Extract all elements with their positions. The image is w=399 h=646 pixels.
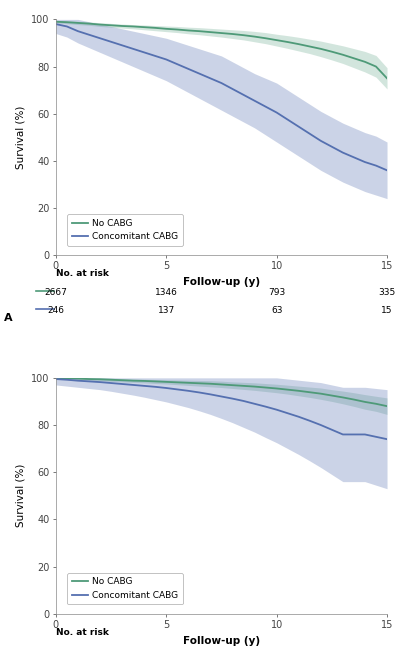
Text: 1346: 1346 xyxy=(155,287,178,297)
Text: No. at risk: No. at risk xyxy=(56,269,109,278)
Text: 246: 246 xyxy=(47,306,64,315)
Y-axis label: Survival (%): Survival (%) xyxy=(16,464,26,528)
Text: 793: 793 xyxy=(268,287,285,297)
Text: A: A xyxy=(4,313,13,324)
Legend: No CABG, Concomitant CABG: No CABG, Concomitant CABG xyxy=(67,214,183,246)
Text: 137: 137 xyxy=(158,306,175,315)
Text: 2667: 2667 xyxy=(44,287,67,297)
Text: 63: 63 xyxy=(271,306,282,315)
Text: No. at risk: No. at risk xyxy=(56,628,109,637)
X-axis label: Follow-up (y): Follow-up (y) xyxy=(183,277,260,287)
Text: 335: 335 xyxy=(378,287,396,297)
Legend: No CABG, Concomitant CABG: No CABG, Concomitant CABG xyxy=(67,573,183,605)
Text: 15: 15 xyxy=(381,306,393,315)
Y-axis label: Survival (%): Survival (%) xyxy=(16,105,26,169)
X-axis label: Follow-up (y): Follow-up (y) xyxy=(183,636,260,645)
